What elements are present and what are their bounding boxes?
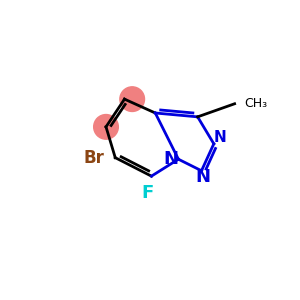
Text: Br: Br [83, 149, 104, 167]
Text: N: N [163, 150, 178, 168]
Text: N: N [196, 168, 211, 186]
Text: CH₃: CH₃ [244, 97, 267, 110]
Text: F: F [142, 184, 154, 202]
Circle shape [94, 115, 118, 139]
Circle shape [120, 87, 145, 112]
Text: N: N [214, 130, 226, 145]
